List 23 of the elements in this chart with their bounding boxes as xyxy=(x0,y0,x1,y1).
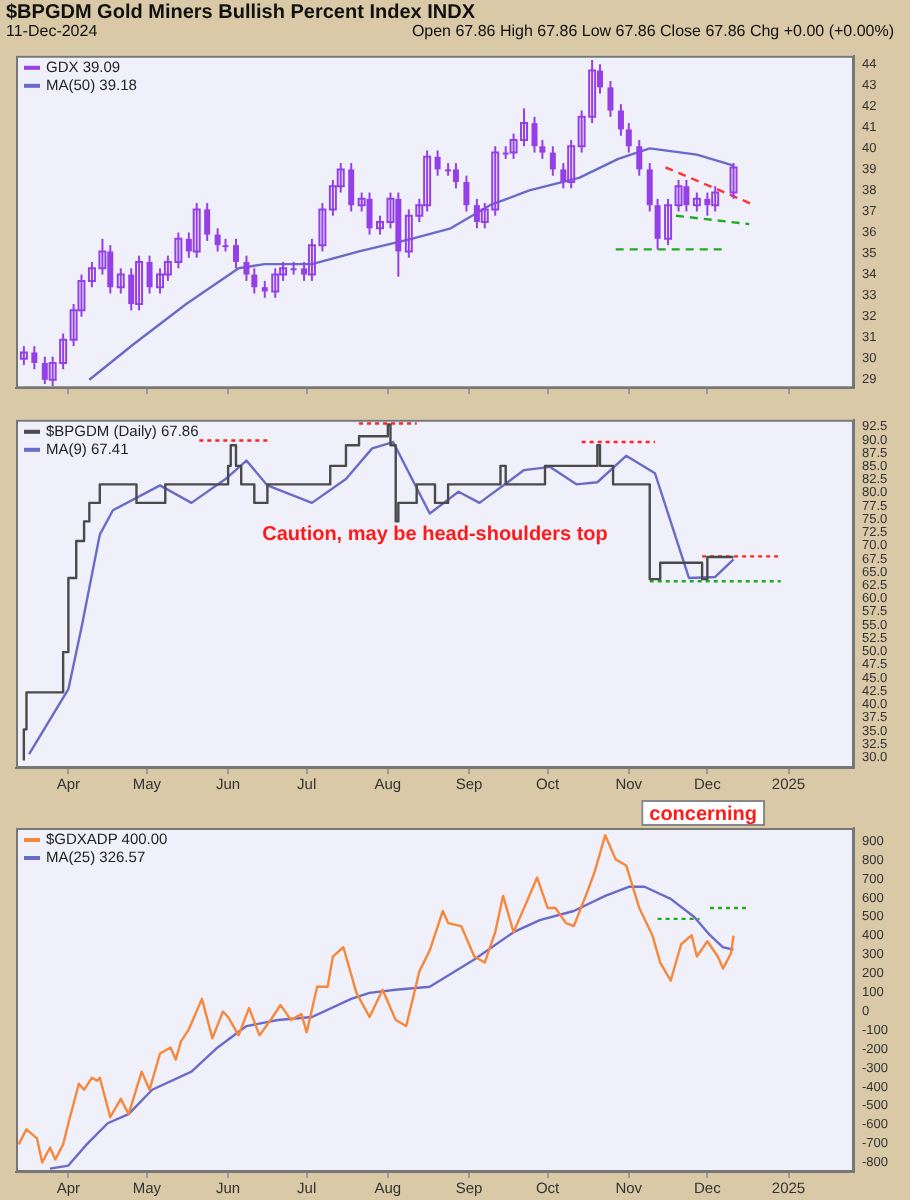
candlestick xyxy=(452,162,459,190)
candlestick xyxy=(135,254,144,312)
candlestick xyxy=(625,122,632,154)
candlestick xyxy=(214,227,221,253)
candlestick xyxy=(232,237,239,270)
candlestick xyxy=(251,267,258,295)
candlestick xyxy=(549,145,556,177)
candlestick xyxy=(607,80,614,118)
chart-subtitle: 11-Dec-2024 xyxy=(6,22,98,40)
candlestick xyxy=(463,174,470,213)
candlestick xyxy=(683,178,690,213)
candlestick xyxy=(243,254,250,282)
candlestick xyxy=(617,103,624,137)
candlestick xyxy=(711,185,720,213)
annotation: Caution, may be head-shoulders top xyxy=(262,524,608,547)
candlestick xyxy=(531,115,538,154)
candlestick xyxy=(729,162,738,200)
text: concerning xyxy=(649,803,758,826)
candlestick xyxy=(636,138,643,177)
candlestick xyxy=(434,149,441,177)
chart-title: $BPGDM Gold Miners Bullish Percent Index INDX xyxy=(6,2,475,24)
text: Open 67.86 High 67.86 Low 67.86 Close 67.86 Chg +0.00 (+0.00%) xyxy=(411,22,894,40)
candlestick xyxy=(646,162,653,213)
